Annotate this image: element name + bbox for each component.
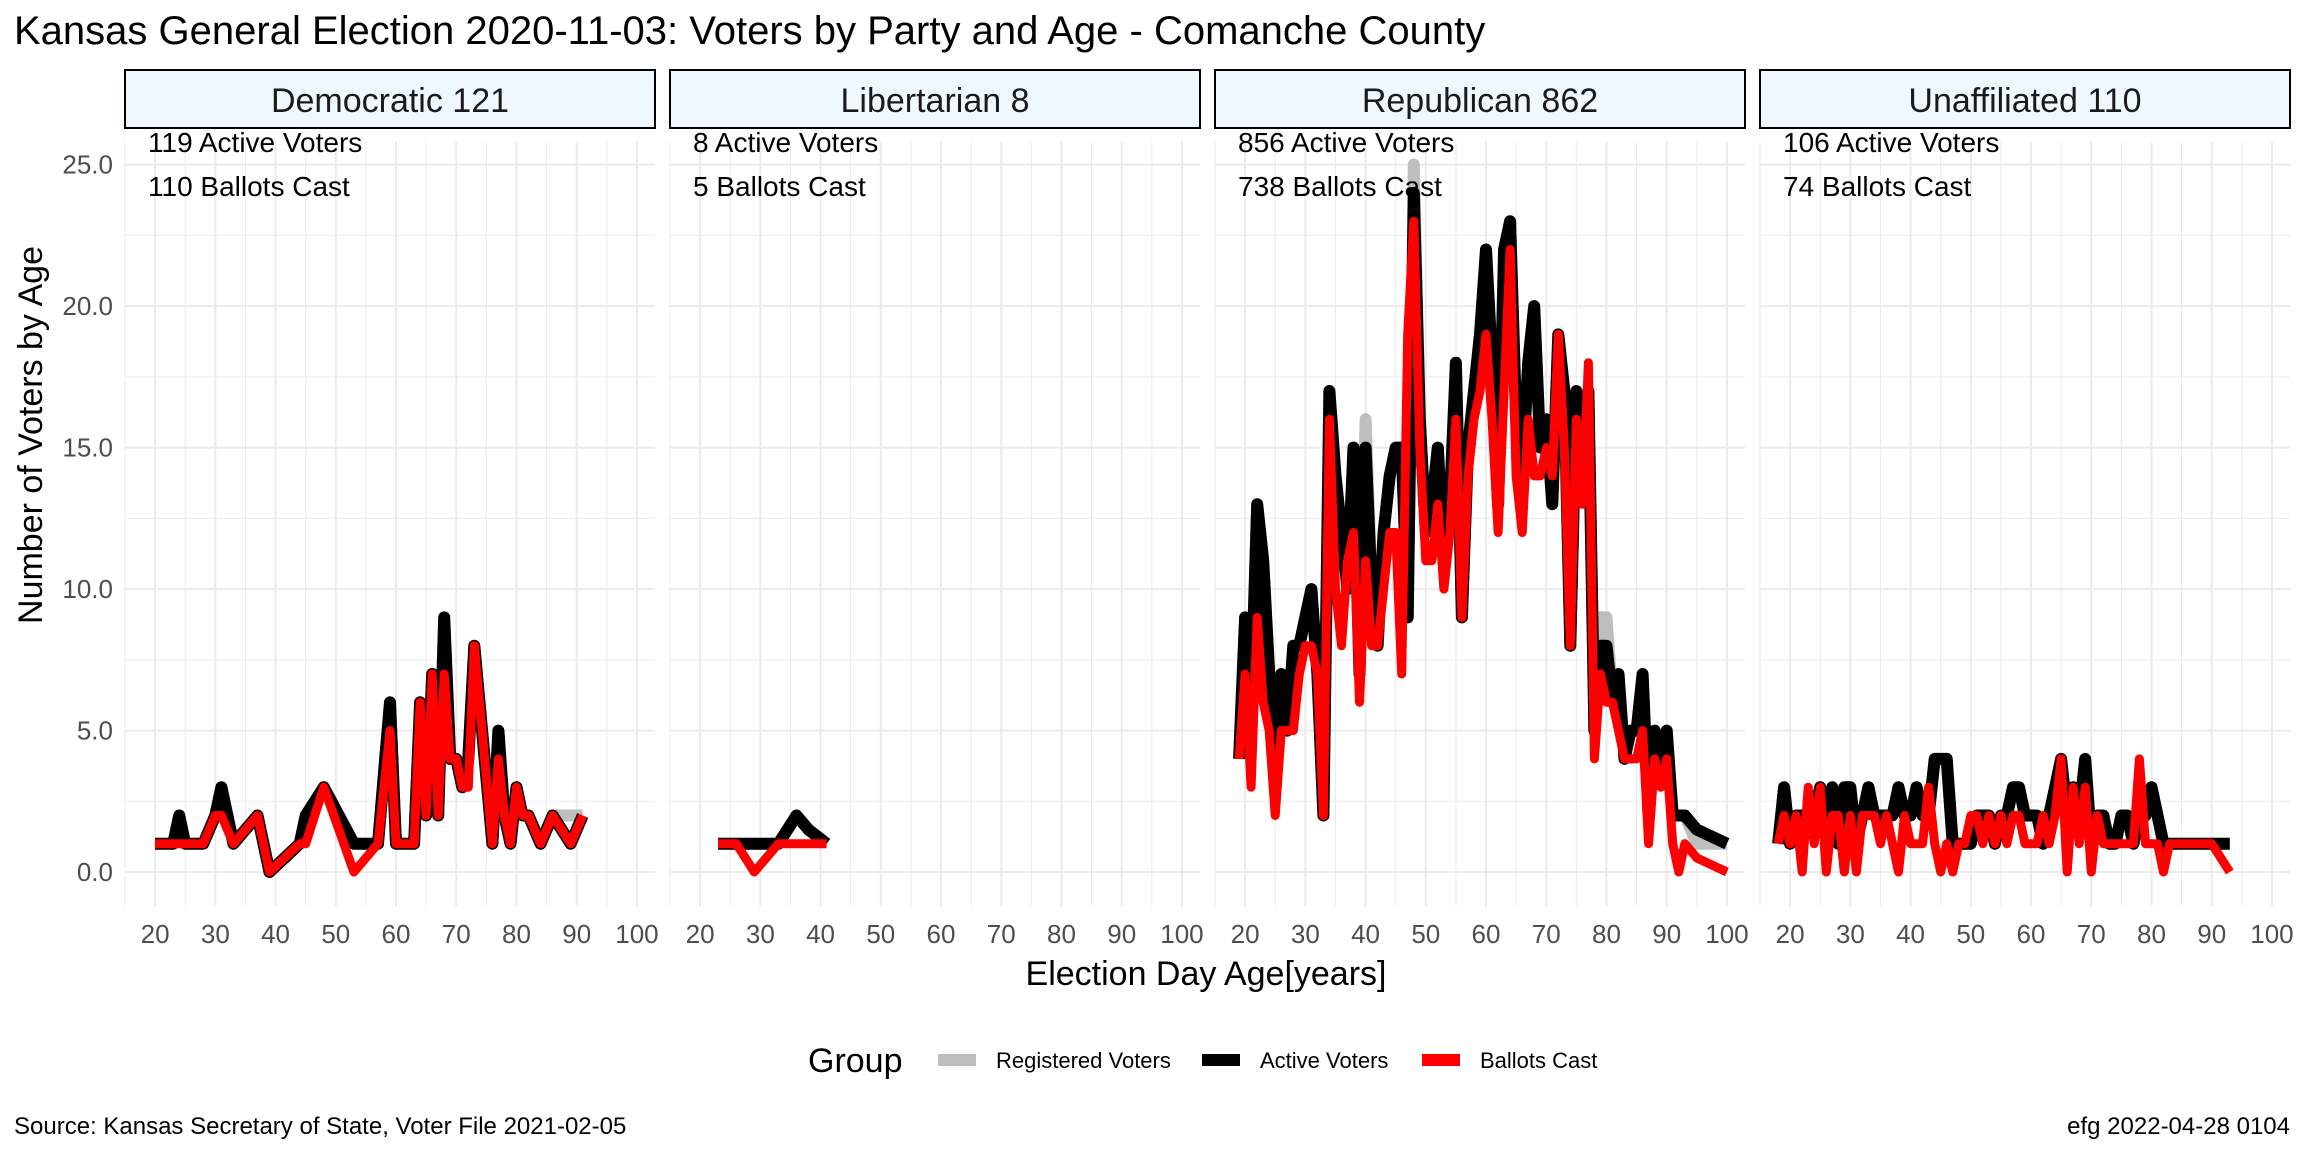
gridlines (669, 142, 1200, 906)
x-tick-label: 90 (562, 919, 591, 949)
facet-annotation: 106 Active Voters (1783, 127, 1999, 158)
facet-strip (669, 69, 1201, 129)
chart-title: Kansas General Election 2020-11-03: Vote… (14, 9, 1485, 53)
y-tick-label: 10.0 (62, 574, 113, 604)
x-axis-title: Election Day Age[years] (1026, 955, 1387, 993)
x-tick-label: 100 (2250, 919, 2293, 949)
x-tick-label: 40 (806, 919, 835, 949)
x-tick-label: 90 (1652, 919, 1681, 949)
series-line-ballots (1773, 754, 2234, 877)
source-caption: Source: Kansas Secretary of State, Voter… (14, 1113, 626, 1140)
x-tick-label: 80 (2137, 919, 2166, 949)
series-line-ballots (718, 839, 827, 877)
x-tick-label: 60 (382, 919, 411, 949)
facet-annotation: 8 Active Voters (693, 127, 878, 158)
y-tick-label: 25.0 (62, 150, 113, 180)
x-tick-label: 90 (2197, 919, 2226, 949)
legend-label-registered: Registered Voters (996, 1048, 1171, 1073)
facet-strip-label: Unaffiliated 110 (1908, 82, 2141, 120)
facet-strip (124, 69, 656, 129)
x-tick-label: 30 (746, 919, 775, 949)
x-tick-label: 40 (1896, 919, 1925, 949)
facet-annotation: 74 Ballots Cast (1783, 171, 1972, 202)
gridlines (1759, 142, 2290, 906)
x-tick-label: 100 (1160, 919, 1203, 949)
x-tick-label: 40 (261, 919, 290, 949)
x-tick-label: 20 (141, 919, 170, 949)
stamp-caption: efg 2022-04-28 0104 (2067, 1113, 2290, 1140)
x-tick-label: 80 (1047, 919, 1076, 949)
x-tick-label: 90 (1107, 919, 1136, 949)
x-tick-label: 50 (1956, 919, 1985, 949)
facet-annotation: 738 Ballots Cast (1238, 171, 1442, 202)
facet-strip-label: Republican 862 (1362, 82, 1598, 120)
x-tick-label: 30 (201, 919, 230, 949)
series-line-registered (155, 611, 583, 878)
y-tick-label: 20.0 (62, 291, 113, 321)
x-tick-label: 70 (442, 919, 471, 949)
x-tick-label: 20 (1231, 919, 1260, 949)
facet-strip (1214, 69, 1746, 129)
facet-panels: Democratic 121 0.0 5.0 10.0 15.0 20.0 25.0 20 30… (62, 69, 2294, 949)
facet-annotation: 119 Active Voters (148, 127, 362, 158)
series-line-ballots (155, 641, 587, 877)
x-tick-label: 50 (1411, 919, 1440, 949)
legend-label-ballots: Ballots Cast (1480, 1048, 1597, 1073)
x-tick-label: 50 (321, 919, 350, 949)
x-tick-label: 70 (2077, 919, 2106, 949)
y-tick-label: 0.0 (77, 857, 113, 887)
x-tick-label: 60 (2017, 919, 2046, 949)
facet-panel: Democratic 121 0.0 5.0 10.0 15.0 20.0 25.0 20 30… (62, 69, 659, 949)
facet-annotation: 110 Ballots Cast (148, 171, 350, 202)
x-tick-label: 60 (1472, 919, 1501, 949)
facet-strip-label: Democratic 121 (271, 82, 509, 120)
x-tick-label: 70 (987, 919, 1016, 949)
legend-label-active: Active Voters (1260, 1048, 1388, 1073)
x-tick-label: 60 (927, 919, 956, 949)
y-tick-label: 5.0 (77, 716, 113, 746)
x-tick-label: 20 (1776, 919, 1805, 949)
facet-annotation: 5 Ballots Cast (693, 171, 866, 202)
x-tick-label: 100 (1705, 919, 1748, 949)
facet-panel: Unaffiliated 110 20 30 40 50 60 70 80 90 100 106 A… (1759, 69, 2294, 949)
x-tick-label: 40 (1351, 919, 1380, 949)
x-tick-label: 50 (866, 919, 895, 949)
x-tick-label: 80 (502, 919, 531, 949)
x-tick-label: 100 (615, 919, 658, 949)
facet-panel: Republican 862 20 30 40 50 60 70 80 90 100 856 Act… (1214, 69, 1749, 949)
x-tick-label: 20 (686, 919, 715, 949)
facet-panel: Libertarian 8 20 30 40 50 60 70 80 90 100 8 Active… (669, 69, 1204, 949)
series-line-ballots (1234, 216, 1729, 877)
x-tick-label: 30 (1836, 919, 1865, 949)
facet-strip (1759, 69, 2291, 129)
y-tick-label: 15.0 (62, 433, 113, 463)
x-tick-label: 30 (1291, 919, 1320, 949)
series-line-active (155, 611, 589, 878)
gridlines (124, 142, 655, 906)
facet-strip-label: Libertarian 8 (840, 82, 1029, 120)
legend: Group Registered Voters Active Voters Ballo… (808, 1042, 1597, 1080)
facet-annotation: 856 Active Voters (1238, 127, 1454, 158)
x-tick-label: 80 (1592, 919, 1621, 949)
x-tick-label: 70 (1532, 919, 1561, 949)
y-axis-title: Number of Voters by Age (12, 246, 50, 624)
legend-title: Group (808, 1042, 903, 1080)
